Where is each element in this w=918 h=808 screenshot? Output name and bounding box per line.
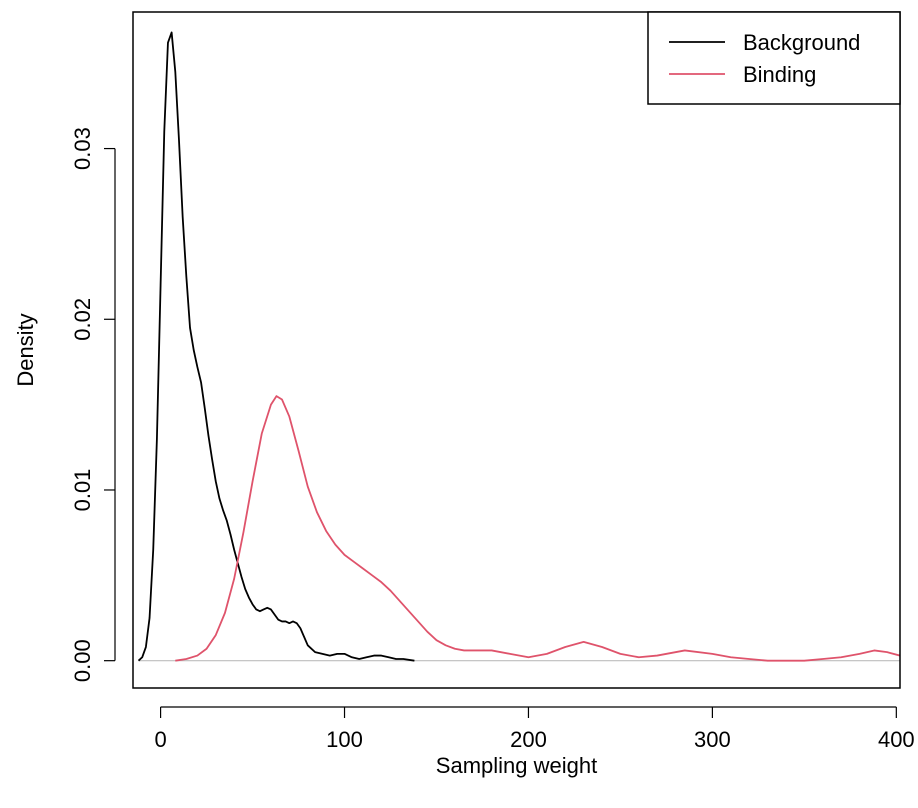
x-tick-label: 200 bbox=[510, 727, 547, 752]
x-tick-label: 100 bbox=[326, 727, 363, 752]
x-tick-label: 400 bbox=[878, 727, 915, 752]
series-line-background bbox=[137, 31, 415, 662]
x-axis: 0 100 200 300 400 bbox=[154, 706, 915, 752]
legend-label-binding: Binding bbox=[743, 62, 816, 87]
x-tick-label: 0 bbox=[154, 727, 166, 752]
x-tick-label: 300 bbox=[694, 727, 731, 752]
series-line-binding bbox=[175, 395, 900, 662]
y-tick-label: 0.01 bbox=[70, 469, 95, 512]
y-axis: 0.00 0.01 0.02 0.03 bbox=[70, 127, 116, 682]
legend-label-background: Background bbox=[743, 30, 860, 55]
y-axis-label: Density bbox=[13, 313, 38, 386]
legend-box bbox=[647, 11, 901, 105]
legend: Background Binding bbox=[647, 11, 901, 105]
y-tick-label: 0.00 bbox=[70, 639, 95, 682]
x-axis-label: Sampling weight bbox=[436, 753, 597, 778]
y-tick-label: 0.02 bbox=[70, 298, 95, 341]
plot-frame bbox=[132, 11, 901, 689]
series-layer bbox=[137, 31, 900, 662]
y-tick-label: 0.03 bbox=[70, 127, 95, 170]
